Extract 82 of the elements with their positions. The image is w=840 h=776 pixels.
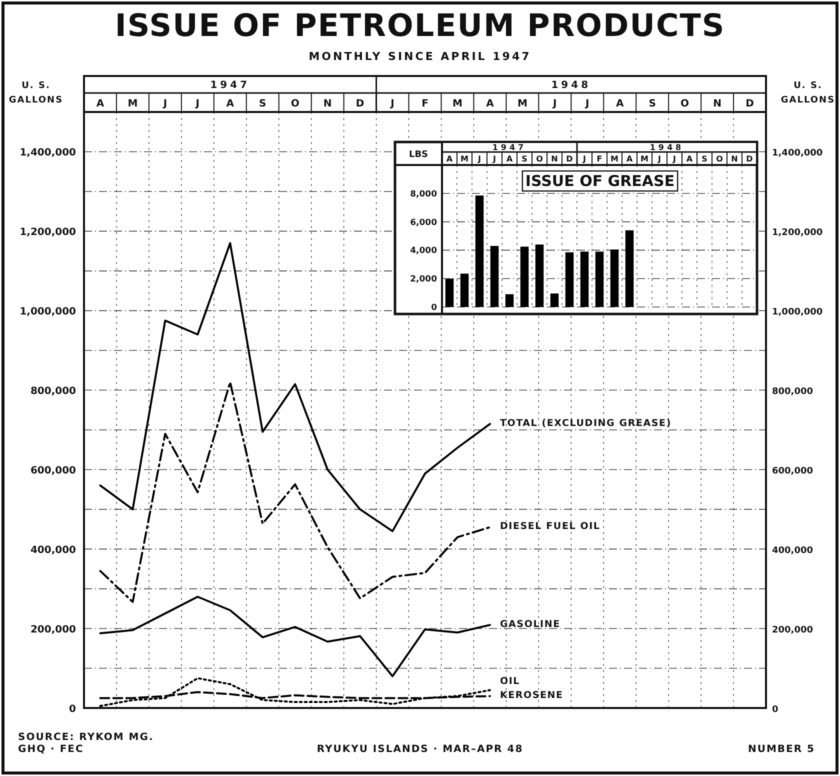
x-tick-label: N	[323, 98, 332, 110]
y-tick-label: 0	[69, 704, 76, 715]
text: ISSUE OF GREASE	[525, 172, 675, 190]
x-tick-label: N	[551, 154, 558, 164]
y-tick-label: 4,000	[410, 246, 438, 256]
x-tick-label: O	[290, 98, 300, 110]
y2-axis-title: U. S. GALLONS	[780, 81, 836, 106]
x-tick-label: J	[672, 154, 676, 164]
y2-tick-label: 800,000	[772, 387, 813, 398]
chart-subtitle: MONTHLY SINCE APRIL 1947	[308, 50, 532, 63]
x-tick-label: S	[648, 98, 656, 110]
y-tick-label: 2,000	[410, 274, 438, 285]
x-tick-label: N	[731, 154, 738, 164]
x-tick-label: D	[566, 154, 574, 164]
series-label: KEROSENE	[500, 690, 564, 702]
text: 1947	[210, 80, 250, 91]
y-tick-label: 200,000	[30, 624, 76, 636]
y2-tick-label: 1,000,000	[772, 308, 823, 318]
text: NUMBER 5	[748, 744, 815, 755]
x-tick-label: A	[486, 98, 494, 110]
x-tick-label: D	[746, 154, 754, 164]
y2-tick-label: 600,000	[772, 466, 813, 477]
annotation: 1948	[650, 142, 684, 152]
x-tick-label: D	[746, 98, 754, 110]
y2-tick-label: 0	[772, 705, 778, 715]
y-tick-label: 1,000,000	[20, 306, 76, 318]
x-tick-label: N	[713, 98, 722, 110]
y2-tick-label: 1,400,000	[772, 148, 823, 159]
x-tick-label: S	[702, 154, 708, 164]
text: GHQ · FEC	[18, 744, 84, 755]
y-tick-label: 1,200,000	[20, 227, 76, 238]
y-tick-label: 1,400,000	[20, 148, 76, 159]
y-tick-label: 6,000	[410, 218, 438, 228]
y-axis-title: LBS	[408, 150, 428, 160]
x-tick-label: S	[259, 98, 266, 110]
x-tick-label: O	[716, 154, 724, 164]
x-tick-label: J	[194, 98, 200, 110]
x-tick-label: F	[596, 154, 602, 164]
x-tick-label: J	[492, 154, 496, 164]
x-tick-label: O	[680, 98, 690, 110]
x-tick-label: A	[226, 98, 234, 110]
x-tick-label: J	[162, 98, 168, 110]
x-tick-label: M	[460, 154, 469, 164]
x-tick-label: J	[477, 154, 482, 164]
x-tick-label: F	[422, 98, 428, 110]
y-tick-label: 0	[431, 303, 438, 313]
x-tick-label: J	[657, 154, 662, 164]
y2-tick-label: 1,200,000	[772, 228, 823, 238]
x-tick-label: J	[390, 98, 394, 110]
y-axis-title: U. S. GALLONS	[8, 81, 64, 106]
x-tick-label: A	[446, 154, 454, 164]
x-tick-label: O	[536, 154, 544, 164]
y2-tick-label: 400,000	[772, 546, 813, 556]
chart-title: ISSUE OF PETROLEUM PRODUCTS	[114, 8, 726, 44]
y-tick-label: 800,000	[30, 386, 76, 398]
x-tick-label: M	[452, 98, 462, 110]
series-label: TOTAL (EXCLUDING GREASE)	[500, 418, 672, 429]
x-tick-label: J	[552, 98, 557, 110]
y2-tick-label: 200,000	[772, 626, 813, 636]
series-label: OIL	[500, 676, 520, 688]
x-tick-label: D	[356, 98, 364, 110]
x-tick-label: M	[517, 98, 528, 110]
x-tick-label: M	[128, 98, 138, 110]
x-tick-label: A	[686, 154, 694, 164]
x-tick-label: A	[506, 154, 514, 164]
source-note: SOURCE: RYKOM MG.	[18, 732, 154, 743]
y-tick-label: 8,000	[410, 189, 438, 200]
x-tick-label: A	[96, 98, 104, 110]
y-tick-label: 400,000	[30, 545, 76, 556]
text: RYUKYU ISLANDS · MAR–APR 48	[316, 744, 524, 755]
x-tick-label: M	[610, 154, 619, 164]
x-tick-label: A	[626, 154, 634, 164]
x-tick-label: J	[584, 98, 590, 110]
text: 1948	[551, 80, 592, 91]
x-tick-label: S	[522, 154, 528, 164]
x-tick-label: A	[616, 98, 624, 110]
annotation: 1947	[492, 142, 527, 152]
series-label: DIESEL FUEL OIL	[500, 521, 600, 532]
x-tick-label: M	[640, 154, 649, 164]
x-tick-label: J	[582, 154, 586, 164]
y-tick-label: 600,000	[30, 466, 76, 477]
series-label: GASOLINE	[500, 618, 560, 630]
